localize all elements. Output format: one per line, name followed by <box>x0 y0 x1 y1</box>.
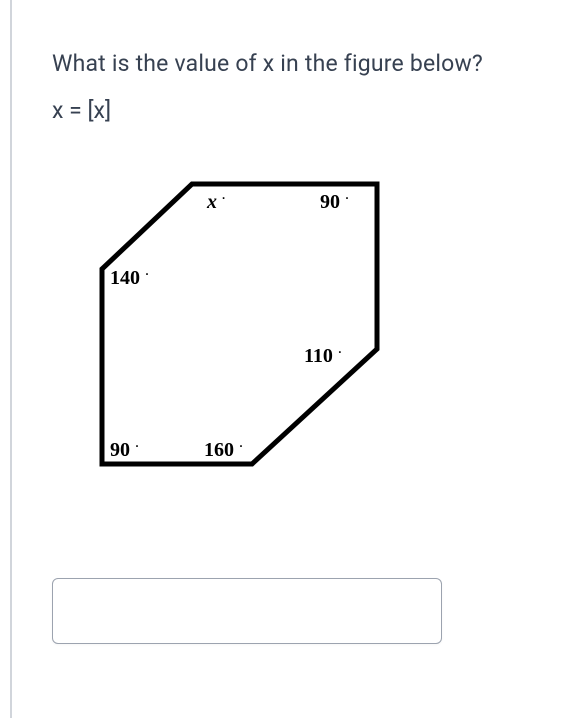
angle-label: 160 · <box>204 439 243 461</box>
question-container: What is the value of x in the figure bel… <box>10 0 576 718</box>
polygon-svg: x ·90 ·140 ·110 ·90 ·160 · <box>72 174 412 484</box>
angle-label: 110 · <box>304 345 342 367</box>
answer-input[interactable] <box>52 578 442 644</box>
question-equation: x = [x] <box>52 97 576 124</box>
question-prompt: What is the value of x in the figure bel… <box>52 50 576 77</box>
angle-label: 90 · <box>110 439 139 461</box>
angle-label: 90 · <box>320 191 349 213</box>
angle-label: 140 · <box>110 267 149 289</box>
figure: x ·90 ·140 ·110 ·90 ·160 · <box>72 174 576 488</box>
hexagon-shape <box>102 184 377 464</box>
